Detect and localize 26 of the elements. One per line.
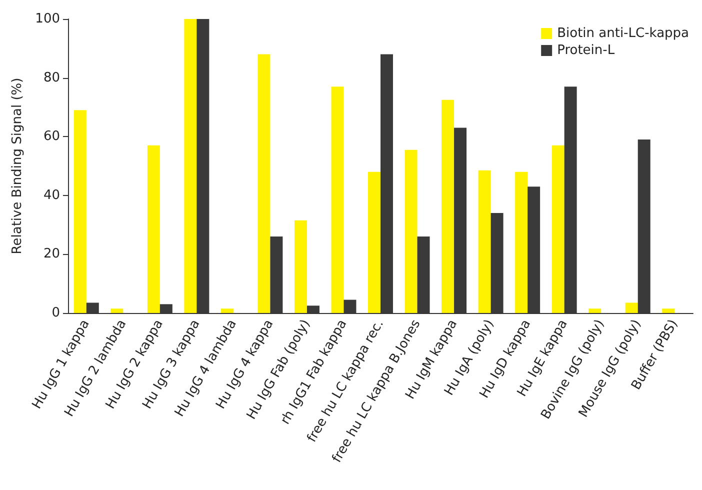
y-tick-label: 0 — [52, 306, 60, 320]
bar — [442, 100, 454, 313]
bar — [662, 308, 675, 313]
y-tick-label: 100 — [35, 12, 60, 26]
bar — [368, 172, 380, 313]
bar — [588, 308, 602, 313]
y-tick-label: 40 — [43, 188, 60, 203]
bar — [294, 220, 307, 313]
bar — [184, 19, 197, 313]
legend-label: Biotin anti-LC-kappa — [557, 26, 690, 41]
y-axis-title: Relative Binding Signal (%) — [10, 78, 25, 254]
bar — [625, 302, 638, 313]
bar — [552, 145, 564, 313]
bar — [110, 308, 124, 313]
bar — [147, 145, 160, 313]
bar — [258, 54, 270, 313]
bar — [515, 172, 528, 313]
bar — [331, 86, 344, 313]
y-tick-label: 80 — [43, 70, 60, 86]
bar — [404, 150, 418, 313]
bar — [220, 308, 234, 313]
y-tick-label: 20 — [43, 246, 60, 262]
bar — [74, 110, 86, 313]
y-tick-label: 60 — [43, 129, 60, 144]
bar — [478, 170, 491, 313]
legend-label: Protein-L — [557, 43, 616, 58]
